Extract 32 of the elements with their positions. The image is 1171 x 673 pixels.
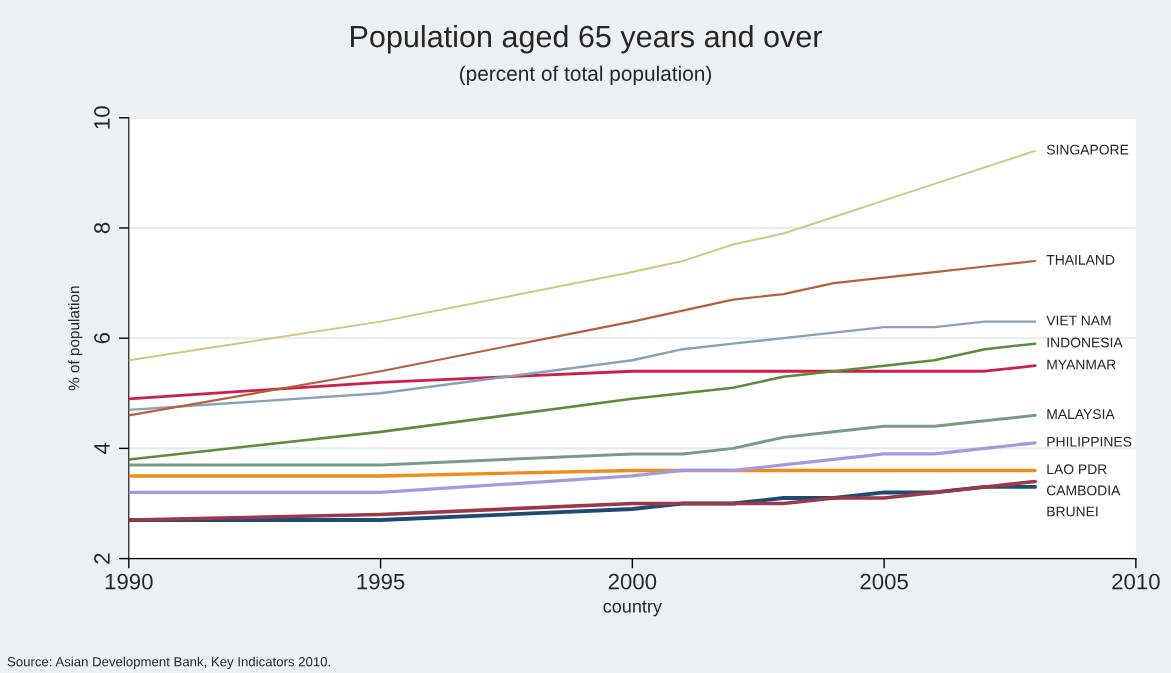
x-axis-title: country (603, 600, 662, 617)
source-note: Source: Asian Development Bank, Key Indicators 2010. (7, 656, 331, 670)
y-tick-label: 10 (94, 106, 110, 129)
chart-title: Population aged 65 years and over (351, 24, 822, 54)
x-tick-label: 1990 (105, 573, 153, 590)
y-tick-label: 8 (94, 222, 110, 234)
series-label: BRUNEI (1047, 506, 1098, 517)
series-label: INDONESIA (1047, 337, 1123, 348)
series-label: MYANMAR (1047, 359, 1116, 370)
series-label: MALAYSIA (1047, 409, 1115, 420)
series-label: SINGAPORE (1046, 144, 1129, 155)
line-series (128, 364, 1037, 401)
line-series (128, 320, 1037, 411)
line-series (128, 259, 1037, 417)
x-tick-label: 1995 (357, 573, 405, 590)
y-tick-label: 6 (94, 332, 110, 344)
series-label: PHILIPPINES (1047, 436, 1132, 447)
series-label: THAILAND (1046, 255, 1115, 265)
x-tick-label: 2000 (608, 573, 657, 590)
series-label: CAMBODIA (1046, 485, 1121, 496)
series-label: VIET NAM (1046, 315, 1111, 326)
y-tick-label: 2 (94, 553, 110, 564)
x-tick-label: 2005 (860, 573, 908, 590)
line-series (128, 149, 1037, 362)
line-series (128, 413, 1037, 467)
y-axis-title: % of population (68, 286, 83, 391)
series-label: LAO PDR (1047, 464, 1107, 475)
chart-subtitle: (percent of total population) (459, 65, 712, 86)
line-series (128, 441, 1037, 495)
line-series (128, 342, 1037, 461)
x-tick-label: 2010 (1112, 573, 1160, 590)
y-tick-label: 4 (94, 442, 110, 455)
